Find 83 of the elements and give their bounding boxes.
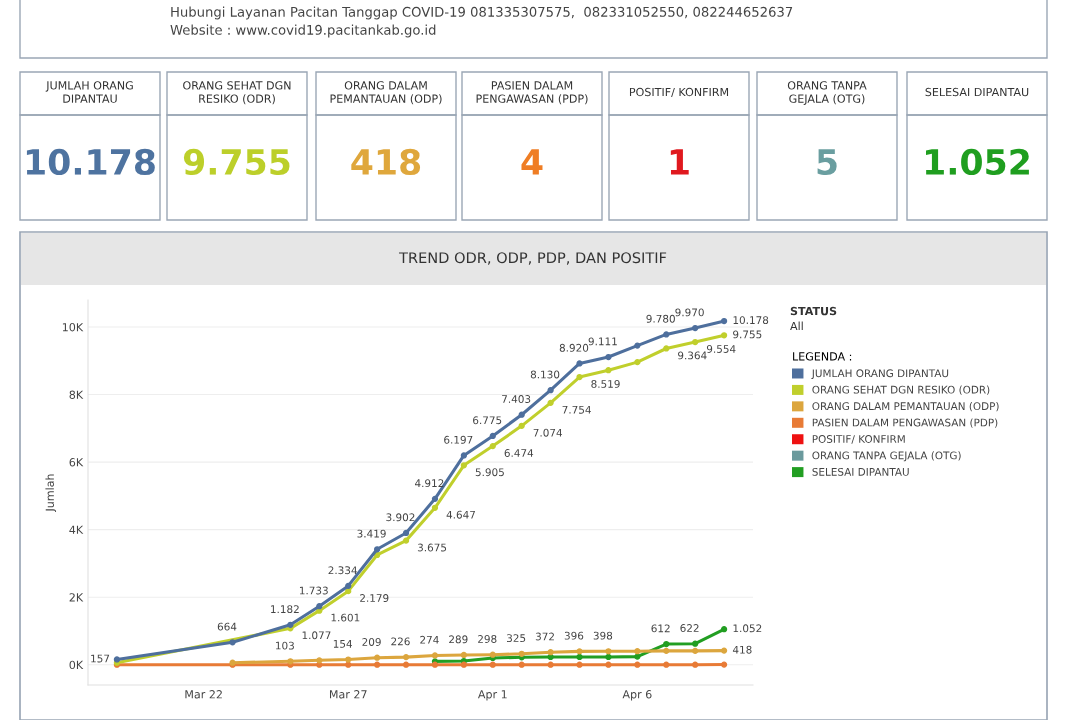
data-label: 664 <box>217 622 237 631</box>
data-label: 1.052 <box>733 624 762 633</box>
data-label: 154 <box>333 640 353 648</box>
data-label: 9.755 <box>733 330 762 339</box>
data-label: 5.905 <box>475 468 504 477</box>
data-label: 325 <box>506 634 526 643</box>
category-label: SELESAI DIPANTAU <box>925 87 1029 97</box>
y-tick-label: 2K <box>69 593 84 602</box>
data-label: 7.403 <box>502 395 531 403</box>
x-tick-label: Mar 22 <box>185 690 222 699</box>
data-label: 289 <box>449 635 468 644</box>
legend-title: LEGENDA : <box>793 352 852 361</box>
category-label: POSITIF/ KONFIRM <box>629 87 729 98</box>
data-label: 8.920 <box>559 343 589 352</box>
data-label: 3.902 <box>386 513 415 522</box>
legend-label: JUMLAH ORANG DIPANTAU <box>811 369 949 380</box>
data-label: 3.675 <box>417 543 447 552</box>
data-label: 2.334 <box>328 566 357 575</box>
legend-label: ORANG TANPA GEJALA (OTG) <box>812 451 961 462</box>
category-label: ORANG TANPA GEJALA (OTG) <box>787 81 867 105</box>
data-label: 157 <box>91 654 110 663</box>
data-label: 103 <box>276 641 294 650</box>
data-label: 7.074 <box>533 428 563 437</box>
text: 5 <box>817 149 837 176</box>
legend-label: ORANG SEHAT DGN RESIKO (ODR) <box>812 385 990 395</box>
data-label: 1.077 <box>302 631 331 640</box>
chart-title: TREND ODR, ODP, PDP, DAN POSITIF <box>399 252 667 265</box>
category-label: PASIEN DALAM PENGAWASAN (PDP) <box>476 81 588 105</box>
data-label: 8.130 <box>530 370 560 379</box>
x-tick-label: Apr 6 <box>622 690 652 701</box>
data-label: 1.601 <box>331 613 360 622</box>
category-label: ORANG DALAM PEMANTAUAN (ODP) <box>330 81 442 105</box>
text: 1 <box>670 149 689 175</box>
data-label: 226 <box>391 637 410 646</box>
data-label: 396 <box>564 631 584 640</box>
text: Hubungi Layanan Pacitan Tanggap COVID-19 081335307575, 082331052550, 082244652637 <box>171 6 793 20</box>
data-label: 4.912 <box>415 479 444 488</box>
y-tick-label: 10K <box>62 322 84 332</box>
category-label: ORANG SEHAT DGN RESIKO (ODR) <box>183 81 291 105</box>
data-label: 9.970 <box>675 308 704 317</box>
text: STATUS <box>790 306 837 316</box>
data-label: 8.519 <box>591 380 620 388</box>
data-label: 6.197 <box>444 435 473 444</box>
data-label: 9.364 <box>678 351 707 360</box>
x-tick-label: Apr 1 <box>477 690 507 701</box>
data-label: 9.111 <box>588 337 617 346</box>
y-tick-label: 0K <box>69 660 84 670</box>
data-label: 398 <box>593 631 613 640</box>
y-tick-label: 6K <box>69 458 84 467</box>
text: Website : www.covid19.pacitankab.go.id <box>170 24 436 38</box>
data-label: 298 <box>478 635 497 643</box>
data-label: 3.419 <box>357 529 386 538</box>
text: 9.755 <box>183 148 290 176</box>
text: All <box>790 321 803 331</box>
legend-label: POSITIF/ KONFIRM <box>812 435 905 444</box>
y-axis-title: Jumlah <box>45 474 57 513</box>
data-label: 1.733 <box>299 586 328 595</box>
data-label: 9.554 <box>706 345 736 353</box>
data-label: 418 <box>732 645 752 654</box>
data-label: 6.775 <box>473 416 502 425</box>
text: 4 <box>521 149 543 175</box>
data-label: 1.182 <box>271 605 299 614</box>
data-label: 7.754 <box>562 405 591 414</box>
y-tick-label: 8K <box>69 390 84 399</box>
data-label: 9.780 <box>646 314 675 323</box>
data-label: 2.179 <box>360 594 389 602</box>
legend-label: SELESAI DIPANTAU <box>812 467 909 476</box>
data-label: 372 <box>535 632 554 641</box>
data-label: 622 <box>680 624 699 632</box>
text: 1.052 <box>926 148 1029 176</box>
data-label: 274 <box>420 635 439 644</box>
x-tick-label: Mar 27 <box>329 690 367 699</box>
category-label: JUMLAH ORANG DIPANTAU <box>45 81 133 103</box>
data-label: 10.178 <box>733 316 769 325</box>
text: 418 <box>351 148 421 176</box>
data-label: 6.474 <box>504 449 534 457</box>
data-label: 4.647 <box>446 510 475 519</box>
data-label: 209 <box>362 638 381 646</box>
legend-label: PASIEN DALAM PENGAWASAN (PDP) <box>812 418 998 428</box>
y-tick-label: 4K <box>69 525 84 534</box>
text: 10.178 <box>26 148 155 176</box>
legend-label: ORANG DALAM PEMANTAUAN (ODP) <box>812 402 999 412</box>
data-label: 612 <box>651 624 670 633</box>
